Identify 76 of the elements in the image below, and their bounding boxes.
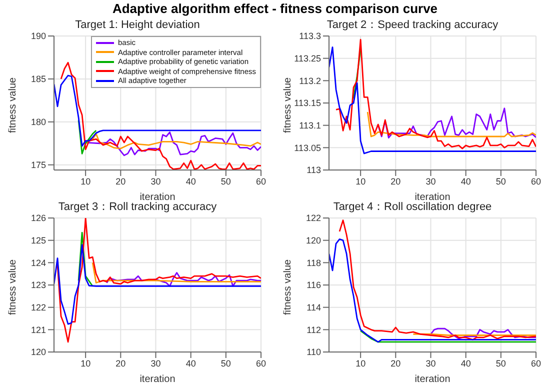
line-series bbox=[377, 108, 536, 139]
x-tick-label: 40 bbox=[460, 358, 471, 368]
x-tick-label: 50 bbox=[496, 358, 506, 368]
x-tick-label: 30 bbox=[150, 358, 161, 368]
line-series bbox=[92, 262, 261, 284]
y-axis-title: fitness value bbox=[8, 76, 19, 133]
x-tick-label: 60 bbox=[256, 176, 266, 186]
y-tick-label: 123 bbox=[30, 280, 46, 290]
y-axis-title: fitness value bbox=[282, 258, 294, 315]
y-tick-label: 122 bbox=[306, 213, 321, 224]
text: Adaptive algorithm effect - fitness comparison curve bbox=[111, 0, 439, 18]
y-tick-label: 124 bbox=[30, 258, 46, 268]
line-series bbox=[54, 74, 261, 147]
y-tick-label: 122 bbox=[30, 302, 46, 313]
y-tick-label: 113.05 bbox=[294, 142, 321, 153]
y-tick-label: 110 bbox=[306, 347, 321, 358]
x-axis-title: iteration bbox=[414, 374, 450, 383]
line-series bbox=[430, 328, 536, 340]
x-tick-label: 20 bbox=[116, 358, 126, 368]
y-tick-label: 185 bbox=[30, 74, 46, 84]
x-tick-label: 10 bbox=[356, 176, 366, 186]
line-series bbox=[106, 272, 261, 287]
x-tick-label: 20 bbox=[390, 358, 401, 368]
line-series bbox=[84, 132, 261, 156]
chart-title: Target 1: Height deviation bbox=[74, 18, 201, 32]
line-series bbox=[56, 218, 261, 343]
y-tick-label: 113.1 bbox=[299, 120, 321, 131]
y-tick-label: 175 bbox=[30, 160, 46, 170]
x-tick-label: 40 bbox=[186, 358, 196, 368]
x-tick-label: 10 bbox=[80, 358, 91, 368]
x-tick-label: 30 bbox=[426, 358, 436, 368]
x-tick-label: 20 bbox=[390, 176, 401, 186]
y-tick-label: 118 bbox=[306, 258, 321, 268]
x-tick-label: 10 bbox=[356, 358, 366, 368]
y-tick-label: 126 bbox=[30, 213, 46, 224]
x-tick-label: 50 bbox=[220, 176, 231, 186]
line-series bbox=[338, 220, 536, 340]
x-tick-label: 60 bbox=[530, 176, 542, 186]
x-tick-label: 30 bbox=[150, 176, 161, 186]
x-tick-label: 40 bbox=[186, 176, 196, 186]
y-tick-label: 120 bbox=[306, 236, 321, 246]
chart-title: Target 2：Speed tracking accuracy bbox=[326, 18, 500, 32]
y-axis-title: fitness value bbox=[8, 258, 19, 315]
x-tick-label: 60 bbox=[530, 358, 542, 368]
y-axis-title: fitness value bbox=[282, 76, 294, 133]
y-tick-label: 180 bbox=[30, 117, 46, 128]
line-series bbox=[84, 133, 261, 150]
y-tick-label: 113.3 bbox=[299, 31, 321, 42]
y-tick-label: 113.15 bbox=[294, 98, 321, 108]
y-tick-label: 113.2 bbox=[299, 76, 321, 86]
x-axis-title: iteration bbox=[414, 192, 450, 203]
line-series bbox=[366, 111, 536, 138]
y-tick-label: 125 bbox=[30, 236, 46, 246]
x-tick-label: 50 bbox=[220, 358, 231, 368]
y-tick-label: 190 bbox=[30, 31, 46, 42]
line-series bbox=[54, 244, 261, 325]
y-tick-label: 113 bbox=[306, 165, 321, 176]
y-tick-label: 113.25 bbox=[294, 54, 321, 64]
x-tick-label: 60 bbox=[256, 358, 266, 368]
chart-title: Target 4：Roll oscillation degree bbox=[332, 200, 493, 214]
y-tick-label: 121 bbox=[30, 324, 46, 335]
x-tick-label: 10 bbox=[80, 176, 91, 186]
line-series bbox=[78, 119, 97, 154]
y-tick-label: 120 bbox=[30, 347, 46, 358]
line-series bbox=[78, 232, 94, 287]
chart-title: Target 3：Roll tracking accuracy bbox=[57, 200, 218, 214]
y-tick-label: 112 bbox=[306, 324, 321, 335]
x-tick-label: 50 bbox=[496, 176, 506, 186]
x-axis-title: iteration bbox=[140, 192, 176, 203]
x-tick-label: 20 bbox=[116, 176, 126, 186]
y-tick-label: 114 bbox=[306, 302, 321, 313]
x-tick-label: 40 bbox=[460, 176, 471, 186]
line-series bbox=[329, 238, 536, 343]
x-axis-title: iteration bbox=[140, 374, 176, 383]
y-tick-label: 116 bbox=[306, 280, 321, 290]
x-tick-label: 30 bbox=[426, 176, 436, 186]
